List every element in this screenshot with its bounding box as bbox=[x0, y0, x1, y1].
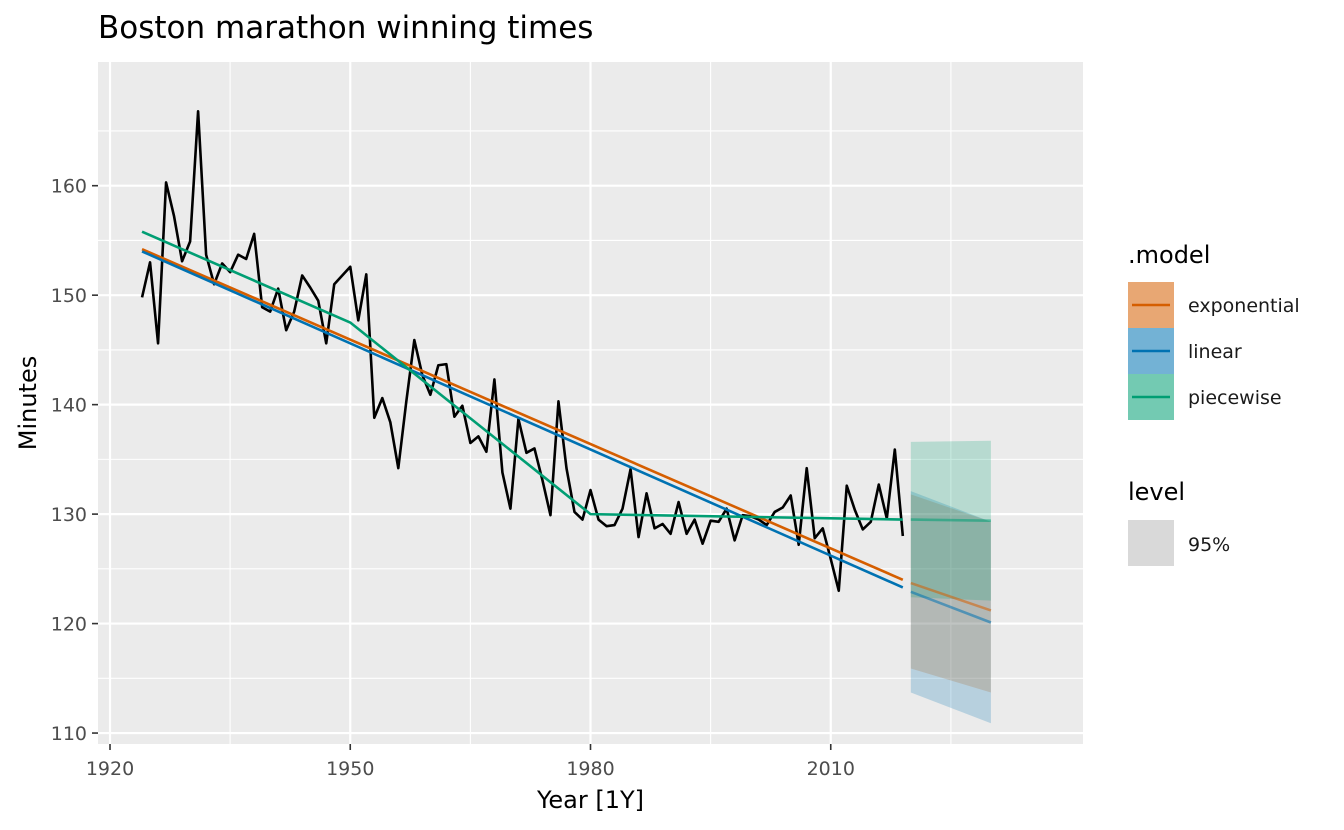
fit-line-piecewise bbox=[141, 230, 903, 521]
x-tick-label: 1920 bbox=[86, 758, 134, 780]
x-tick-label: 1980 bbox=[566, 758, 614, 780]
legend-level-label: 95% bbox=[1188, 534, 1230, 556]
y-tick-label: 160 bbox=[51, 176, 87, 198]
forecast-line-exponential bbox=[910, 581, 992, 612]
legend-level-key bbox=[1128, 520, 1174, 566]
model-fits bbox=[141, 230, 904, 589]
forecast-line-linear bbox=[910, 590, 992, 624]
legend-label-linear: linear bbox=[1188, 341, 1242, 363]
y-tick-label: 140 bbox=[51, 395, 87, 417]
y-tick-label: 110 bbox=[51, 723, 87, 745]
fit-line-linear bbox=[141, 250, 904, 589]
grid-lines bbox=[98, 62, 1083, 744]
chart-title: Boston marathon winning times bbox=[98, 10, 593, 46]
legend-model-title: .model bbox=[1128, 241, 1210, 269]
legend-level-title: level bbox=[1128, 478, 1185, 506]
forecast-intervals bbox=[910, 440, 991, 724]
interval-band-exponential bbox=[910, 494, 991, 693]
legend-label-piecewise: piecewise bbox=[1188, 387, 1282, 409]
y-tick-label: 120 bbox=[51, 614, 87, 636]
observed-line bbox=[140, 109, 905, 593]
model-forecasts bbox=[910, 518, 992, 624]
x-tick-label: 2010 bbox=[807, 758, 855, 780]
y-tick-label: 130 bbox=[51, 504, 87, 526]
forecast-line-piecewise bbox=[910, 518, 991, 522]
legend-label-exponential: exponential bbox=[1188, 295, 1300, 317]
axes: 1920 1950 1980 2010 110 120 130 140 150 160 bbox=[51, 176, 855, 780]
y-tick-label: 150 bbox=[51, 285, 87, 307]
y-axis-label: Minutes bbox=[14, 356, 42, 450]
x-axis-label: Year [1Y] bbox=[536, 786, 644, 814]
x-tick-label: 1950 bbox=[326, 758, 374, 780]
observed-series bbox=[140, 109, 905, 593]
legend-model-items: exponential linear piecewise bbox=[1128, 282, 1300, 420]
fit-line-exponential bbox=[141, 248, 904, 581]
